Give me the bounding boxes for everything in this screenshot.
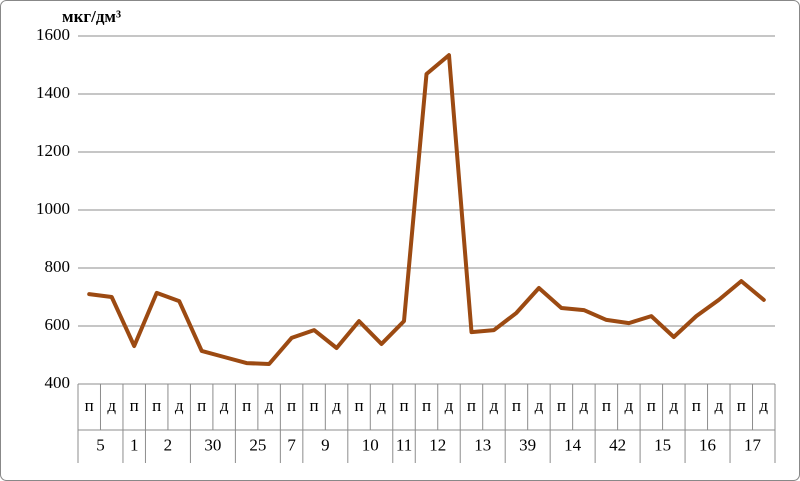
x-group-label: 13 bbox=[474, 435, 491, 454]
x-sub-label: п bbox=[242, 396, 251, 415]
x-sub-label: д bbox=[625, 396, 634, 415]
y-tick-label: 600 bbox=[45, 315, 71, 334]
x-group-label: 17 bbox=[744, 435, 762, 454]
x-group-label: 14 bbox=[564, 435, 582, 454]
x-group-label: 2 bbox=[164, 435, 173, 454]
y-tick-label: 1600 bbox=[36, 25, 70, 44]
x-sub-label: п bbox=[130, 396, 139, 415]
x-sub-label: д bbox=[445, 396, 454, 415]
x-sub-label: д bbox=[332, 396, 341, 415]
y-tick-label: 1000 bbox=[36, 199, 70, 218]
x-group-label: 1 bbox=[130, 435, 139, 454]
x-sub-label: д bbox=[535, 396, 544, 415]
x-sub-label: п bbox=[602, 396, 611, 415]
x-sub-label: п bbox=[399, 396, 408, 415]
x-group-label: 11 bbox=[396, 435, 412, 454]
x-sub-label: д bbox=[714, 396, 723, 415]
x-sub-label: д bbox=[220, 396, 229, 415]
data-line bbox=[87, 53, 766, 366]
y-tick-label: 1400 bbox=[36, 83, 70, 102]
x-group-label: 39 bbox=[519, 435, 536, 454]
x-sub-label: п bbox=[287, 396, 296, 415]
x-sub-label: д bbox=[759, 396, 768, 415]
x-sub-label: д bbox=[377, 396, 386, 415]
x-group-label: 10 bbox=[362, 435, 379, 454]
x-sub-label: д bbox=[175, 396, 184, 415]
y-tick-label: 800 bbox=[45, 257, 71, 276]
x-sub-label: п bbox=[354, 396, 363, 415]
x-sub-label: д bbox=[580, 396, 589, 415]
x-group-label: 7 bbox=[287, 435, 296, 454]
x-sub-label: п bbox=[197, 396, 206, 415]
x-group-label: 12 bbox=[429, 435, 446, 454]
y-tick-label: 1200 bbox=[36, 141, 70, 160]
x-sub-label: п bbox=[692, 396, 701, 415]
x-sub-label: п bbox=[152, 396, 161, 415]
x-sub-label: п bbox=[647, 396, 656, 415]
x-sub-label: д bbox=[265, 396, 274, 415]
x-sub-label: п bbox=[467, 396, 476, 415]
x-group-label: 5 bbox=[96, 435, 105, 454]
x-sub-label: д bbox=[490, 396, 499, 415]
x-sub-label: п bbox=[557, 396, 566, 415]
x-sub-label: п bbox=[422, 396, 431, 415]
x-group-label: 30 bbox=[204, 435, 221, 454]
x-group-label: 15 bbox=[654, 435, 671, 454]
x-sub-label: п bbox=[737, 396, 746, 415]
x-sub-label: п bbox=[85, 396, 94, 415]
x-sub-label: д bbox=[107, 396, 116, 415]
y-tick-label: 400 bbox=[45, 373, 71, 392]
x-group-label: 25 bbox=[249, 435, 266, 454]
x-sub-label: п bbox=[310, 396, 319, 415]
x-sub-label: п bbox=[512, 396, 521, 415]
x-group-label: 42 bbox=[609, 435, 626, 454]
x-group-label: 9 bbox=[321, 435, 330, 454]
y-axis-label: мкг/дм³ bbox=[62, 7, 121, 26]
x-group-label: 16 bbox=[699, 435, 716, 454]
x-sub-label: д bbox=[669, 396, 678, 415]
